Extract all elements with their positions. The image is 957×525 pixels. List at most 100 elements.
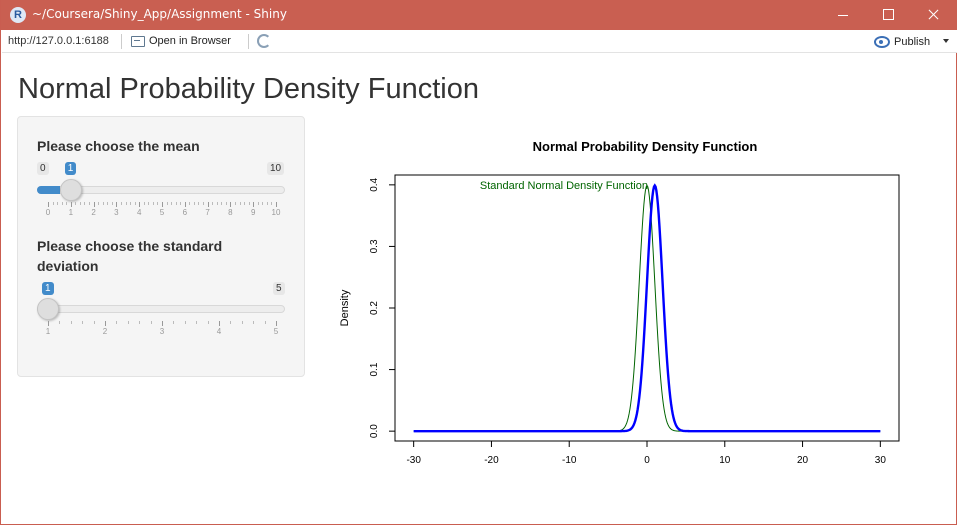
x-tick-label: -20: [484, 455, 499, 466]
slider-minor-tick: [257, 202, 259, 205]
slider-minor-tick: [244, 202, 246, 205]
slider-minor-tick: [241, 321, 243, 324]
open-browser-icon: [131, 36, 145, 47]
slider-minor-tick: [166, 202, 168, 205]
slider-minor-tick: [75, 202, 77, 205]
slider-minor-tick: [139, 321, 141, 324]
slider-minor-tick: [79, 202, 81, 205]
slider-minor-tick: [57, 202, 59, 205]
slider-tick-label: 3: [114, 208, 119, 217]
close-button[interactable]: [910, 0, 956, 30]
slider-minor-tick: [61, 202, 63, 205]
x-tick-label: -10: [562, 455, 577, 466]
slider-minor-tick: [230, 321, 232, 324]
slider-minor-tick: [66, 202, 68, 205]
slider-tick-label: 1: [68, 208, 74, 217]
open-in-browser-button[interactable]: Open in Browser: [129, 33, 231, 50]
slider-minor-tick: [239, 202, 241, 205]
slider-tick-label: 4: [136, 208, 142, 217]
x-tick-label: 0: [644, 455, 650, 466]
x-tick-label: 10: [719, 455, 731, 466]
slider-tick-label: 1: [45, 327, 51, 336]
slider-minor-tick: [189, 202, 191, 205]
slider-minor-tick: [111, 202, 113, 205]
slider-minor-tick: [173, 321, 175, 324]
publish-label: Publish: [894, 36, 931, 48]
slider-minor-tick: [157, 202, 159, 205]
slider-minor-tick: [262, 202, 264, 205]
slider-minor-tick: [184, 321, 186, 324]
slider-tick-label: 9: [250, 208, 256, 217]
slider-tick-label: 3: [159, 327, 165, 336]
slider-minor-tick: [134, 202, 136, 205]
url-display: http://127.0.0.1:6188: [8, 35, 109, 47]
slider-minor-tick: [116, 321, 118, 324]
mean-slider-min: 0: [37, 162, 49, 175]
slider-minor-tick: [248, 202, 250, 205]
minimize-button[interactable]: [820, 0, 866, 30]
slider-minor-tick: [59, 321, 61, 324]
toolbar-divider: [121, 34, 122, 49]
slider-tick-label: 5: [159, 208, 165, 217]
density-curve-selected: [413, 183, 881, 433]
slider-tick: [48, 321, 49, 326]
slider-tick: [93, 202, 95, 207]
slider-minor-tick: [150, 321, 152, 324]
density-curve-standard: [413, 184, 881, 432]
slider-minor-tick: [234, 202, 236, 205]
slider-tick: [105, 321, 106, 326]
slider-tick-label: 10: [271, 208, 281, 217]
slider-minor-tick: [82, 321, 84, 324]
sd-slider-track[interactable]: [37, 305, 285, 313]
page-title: Normal Probability Density Function: [18, 73, 479, 105]
y-tick-label: 0.1: [369, 362, 380, 376]
window-title: ~/Coursera/Shiny_App/Assignment - Shiny: [32, 7, 287, 21]
x-tick-label: 30: [875, 455, 887, 466]
mean-slider-max: 10: [267, 162, 285, 175]
y-tick-label: 0.3: [369, 239, 380, 253]
sidebar-panel: Please choose the mean 0 10 1 Please cho…: [17, 116, 305, 377]
slider-tick-label: 2: [102, 327, 108, 336]
plot-area-border: [394, 174, 900, 442]
slider-minor-tick: [52, 202, 54, 205]
publish-button[interactable]: Publish: [874, 34, 930, 50]
slider-minor-tick: [266, 202, 268, 205]
r-logo-icon: R: [10, 7, 26, 23]
slider-minor-tick: [264, 321, 266, 324]
slider-minor-tick: [221, 202, 223, 205]
sd-slider-label-line1: Please choose the standard: [37, 238, 223, 254]
slider-minor-tick: [193, 202, 195, 205]
slider-minor-tick: [70, 321, 72, 324]
slider-tick: [162, 321, 163, 326]
slider-minor-tick: [196, 321, 198, 324]
slider-tick: [48, 202, 49, 207]
slider-minor-tick: [107, 202, 109, 205]
slider-tick-label: 4: [216, 327, 222, 336]
mean-slider-value: 1: [64, 162, 77, 175]
slider-minor-tick: [143, 202, 145, 205]
slider-minor-tick: [207, 321, 209, 324]
slider-minor-tick: [203, 202, 205, 205]
toolbar-divider: [248, 34, 249, 49]
slider-minor-tick: [148, 202, 150, 205]
slider-tick-label: 8: [228, 208, 233, 217]
slider-tick-label: 5: [273, 327, 279, 336]
slider-minor-tick: [93, 321, 95, 324]
refresh-icon[interactable]: [257, 34, 271, 48]
y-tick-label: 0.0: [369, 424, 380, 438]
caret-down-icon[interactable]: [943, 39, 949, 43]
y-axis-label: Density: [339, 289, 351, 326]
slider-tick: [219, 321, 220, 326]
slider-tick: [184, 202, 186, 207]
maximize-button[interactable]: [865, 0, 911, 30]
slider-minor-tick: [180, 202, 182, 205]
slider-tick: [230, 202, 232, 207]
slider-minor-tick: [98, 202, 100, 205]
slider-minor-tick: [198, 202, 200, 205]
slider-minor-tick: [102, 202, 104, 205]
slider-tick-label: 0: [45, 208, 51, 217]
sd-slider-handle[interactable]: [37, 298, 59, 320]
slider-minor-tick: [130, 202, 132, 205]
y-tick-label: 0.4: [369, 177, 380, 191]
mean-slider-handle[interactable]: [59, 179, 82, 201]
